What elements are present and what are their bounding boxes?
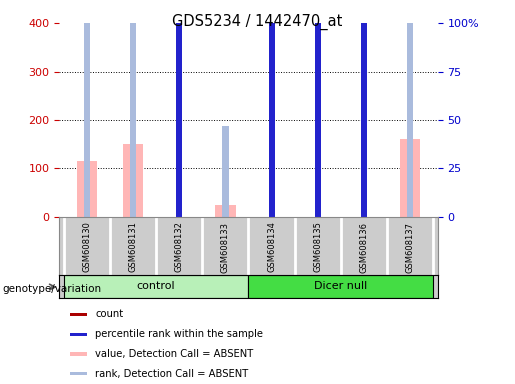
Bar <box>222 126 229 217</box>
Text: percentile rank within the sample: percentile rank within the sample <box>95 329 263 339</box>
Bar <box>83 0 90 217</box>
Bar <box>269 131 274 217</box>
Bar <box>361 68 367 217</box>
Bar <box>177 34 182 217</box>
Bar <box>315 0 321 217</box>
Bar <box>268 0 274 217</box>
Text: rank, Detection Call = ABSENT: rank, Detection Call = ABSENT <box>95 369 248 379</box>
Text: GSM608135: GSM608135 <box>313 222 322 272</box>
Text: GDS5234 / 1442470_at: GDS5234 / 1442470_at <box>173 13 342 30</box>
Bar <box>70 333 87 336</box>
Text: control: control <box>137 281 176 291</box>
Bar <box>70 313 87 316</box>
Bar <box>400 139 420 217</box>
Text: genotype/variation: genotype/variation <box>3 284 101 294</box>
Text: GSM608130: GSM608130 <box>82 222 92 272</box>
Text: GSM608134: GSM608134 <box>267 222 276 272</box>
Bar <box>361 0 367 217</box>
Text: GSM608131: GSM608131 <box>129 222 138 272</box>
Text: GSM608132: GSM608132 <box>175 222 184 272</box>
Bar <box>130 0 136 217</box>
Text: GSM608137: GSM608137 <box>405 222 415 273</box>
Bar <box>70 372 87 376</box>
Bar <box>248 275 433 298</box>
Bar <box>176 0 182 217</box>
Text: Dicer null: Dicer null <box>314 281 367 291</box>
Bar <box>77 161 97 217</box>
Text: GSM608133: GSM608133 <box>221 222 230 273</box>
Bar <box>315 136 320 217</box>
Bar <box>407 0 414 217</box>
Text: GSM608136: GSM608136 <box>359 222 368 273</box>
Bar <box>215 205 236 217</box>
Text: count: count <box>95 310 123 319</box>
Text: value, Detection Call = ABSENT: value, Detection Call = ABSENT <box>95 349 253 359</box>
Bar <box>123 144 144 217</box>
Bar <box>64 275 248 298</box>
Bar <box>70 353 87 356</box>
